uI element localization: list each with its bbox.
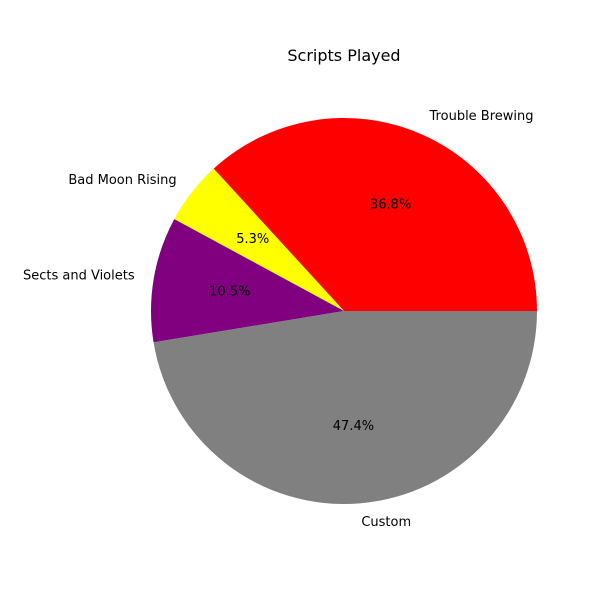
chart-title: Scripts Played xyxy=(287,46,400,65)
pie-slice-sects-and-violets xyxy=(151,219,344,343)
pie-slice-bad-moon-rising xyxy=(174,168,344,311)
percent-label-custom: 47.4% xyxy=(333,419,374,434)
pie-slices xyxy=(151,118,537,505)
pie-labels: Trouble Brewing 36.8% Bad Moon Rising 5.3% S… xyxy=(23,109,534,530)
pie-slice-trouble-brewing xyxy=(213,118,537,311)
slice-label-sects-and-violets: Sects and Violets xyxy=(23,268,135,283)
slice-label-trouble-brewing: Trouble Brewing xyxy=(429,109,534,124)
slice-label-bad-moon-rising: Bad Moon Rising xyxy=(68,173,176,188)
percent-label-sects-and-violets: 10.5% xyxy=(209,284,250,299)
pie-slice-custom xyxy=(153,311,537,505)
percent-label-bad-moon-rising: 5.3% xyxy=(236,232,269,247)
percent-label-trouble-brewing: 36.8% xyxy=(370,198,411,213)
slice-label-custom: Custom xyxy=(361,515,411,530)
